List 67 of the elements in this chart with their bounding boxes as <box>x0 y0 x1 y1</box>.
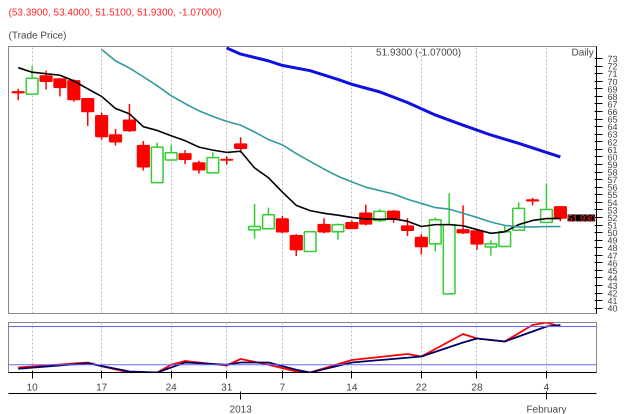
chart-subtitle: (53.3900, 53.4000, 51.5100, 51.9300, -1.07000) <box>8 8 222 18</box>
candlestick <box>290 233 303 257</box>
y-tick-label: 50 <box>608 228 618 238</box>
candlestick <box>317 217 331 234</box>
x-tick-label: 4 <box>544 382 550 394</box>
candlestick <box>12 88 25 101</box>
candlestick <box>331 222 345 241</box>
text: 51.930 <box>568 213 596 224</box>
y-tick-label: 48 <box>608 243 618 254</box>
y-tick-label: 73 <box>608 54 618 64</box>
y-tick-label: 40 <box>608 304 618 314</box>
y-tick-label: 54 <box>608 198 618 208</box>
x-tick-label: 31 <box>221 382 233 394</box>
y-tick-label: 55 <box>608 190 618 200</box>
candlestick <box>304 231 317 252</box>
candlestick <box>122 103 136 133</box>
x-tick-label: 14 <box>346 382 358 394</box>
y-tick-label: 45 <box>608 266 618 276</box>
x-tick-label: 28 <box>471 382 483 394</box>
candlestick <box>400 217 414 237</box>
candlestick <box>540 182 554 224</box>
y-tick-label: 72 <box>608 62 618 72</box>
y-tick-label: 46 <box>608 258 618 268</box>
y-tick-label: 62 <box>608 137 618 148</box>
y-tick-label: 56 <box>608 182 618 193</box>
y-tick-label: 67 <box>608 99 618 110</box>
y-tick-label: 66 <box>608 107 618 118</box>
y-tick-label: 52 <box>608 212 618 223</box>
x-tick-label: 17 <box>96 382 108 394</box>
y-tick-label: 59 <box>608 160 618 170</box>
y-tick-label: 60 <box>608 152 618 162</box>
y-tick-label: 63 <box>608 130 618 140</box>
candlestick <box>554 206 567 222</box>
y-tick-label: 68 <box>608 92 618 102</box>
x-tick-label: 10 <box>26 382 38 394</box>
annotation: 51.9300 (-1.07000) <box>376 48 462 58</box>
y-tick-label: 51 <box>608 220 618 231</box>
y-tick-label: 43 <box>608 281 618 292</box>
y-tick-label: 41 <box>608 296 618 306</box>
x-tick-label: 7 <box>280 382 286 394</box>
candlestick <box>414 233 428 256</box>
candlestick <box>26 65 39 95</box>
candlestick <box>136 140 150 172</box>
y-tick-label: 44 <box>608 273 618 284</box>
y-tick-label: 57 <box>608 175 618 186</box>
candlestick <box>192 160 206 174</box>
candlestick <box>206 152 220 174</box>
line-series <box>225 46 562 158</box>
chart-title: (Trade Price) <box>8 30 66 42</box>
y-tick-label: 65 <box>608 114 618 125</box>
candlestick <box>276 215 289 234</box>
y-tick-label: 64 <box>608 122 618 132</box>
y-tick-label: 49 <box>608 236 618 246</box>
y-tick-label: 58 <box>608 168 618 178</box>
y-tick-label: 71 <box>608 69 618 80</box>
text: 2013 <box>230 404 252 414</box>
y-tick-label: 42 <box>608 288 618 299</box>
y-tick-label: 53 <box>608 205 618 216</box>
x-tick-label: 22 <box>416 382 428 394</box>
candlestick <box>234 136 248 154</box>
x-tick-label: 24 <box>166 382 178 394</box>
y-tick-label: 69 <box>608 84 618 94</box>
candlestick <box>178 149 192 165</box>
text: Daily <box>571 48 594 58</box>
y-tick-label: 47 <box>608 250 618 261</box>
y-tick-label: 61 <box>608 144 618 155</box>
y-tick-label: 70 <box>608 76 618 87</box>
